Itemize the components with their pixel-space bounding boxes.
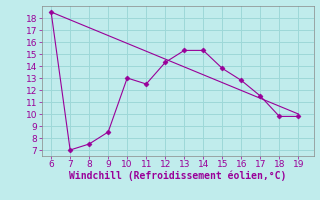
X-axis label: Windchill (Refroidissement éolien,°C): Windchill (Refroidissement éolien,°C) xyxy=(69,171,286,181)
